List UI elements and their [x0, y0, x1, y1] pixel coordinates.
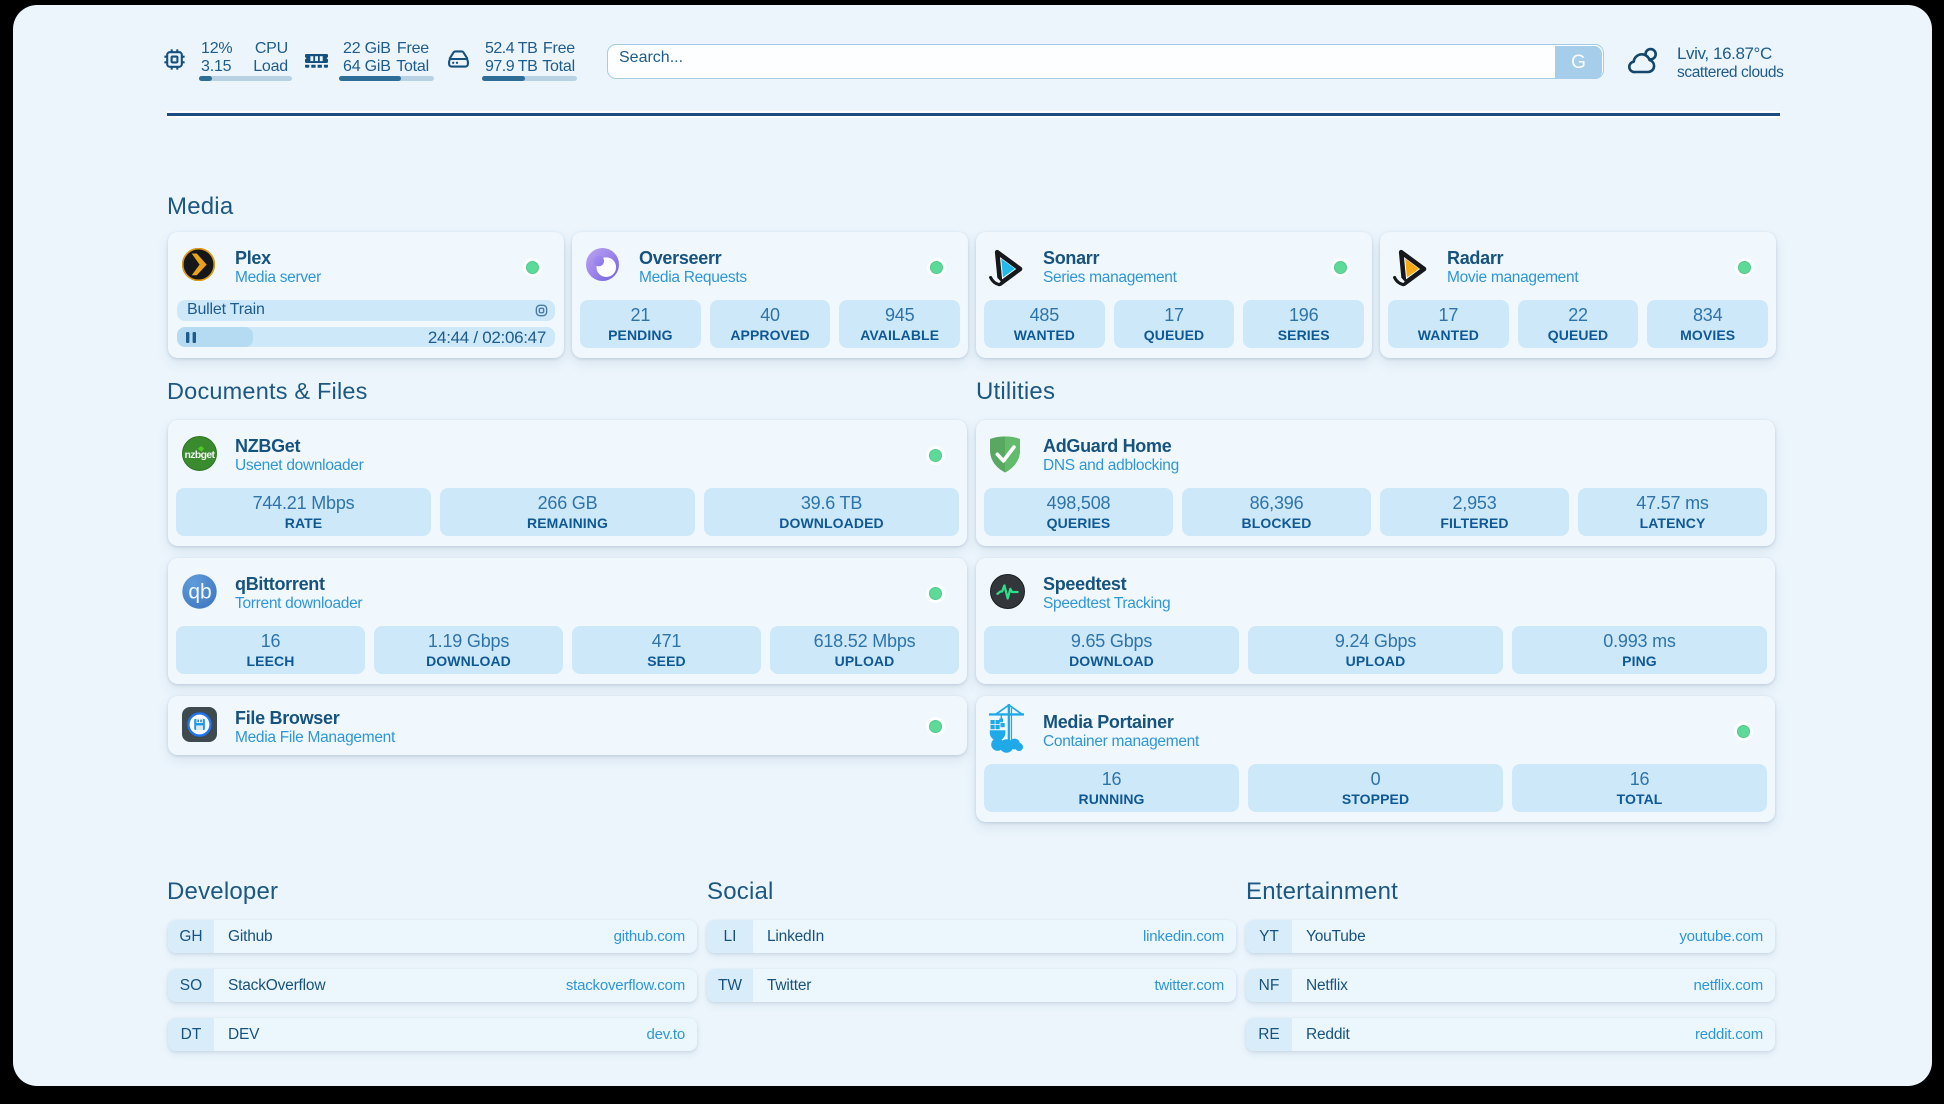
svg-text:qb: qb	[188, 581, 211, 604]
svg-text:nzbget: nzbget	[185, 450, 216, 461]
